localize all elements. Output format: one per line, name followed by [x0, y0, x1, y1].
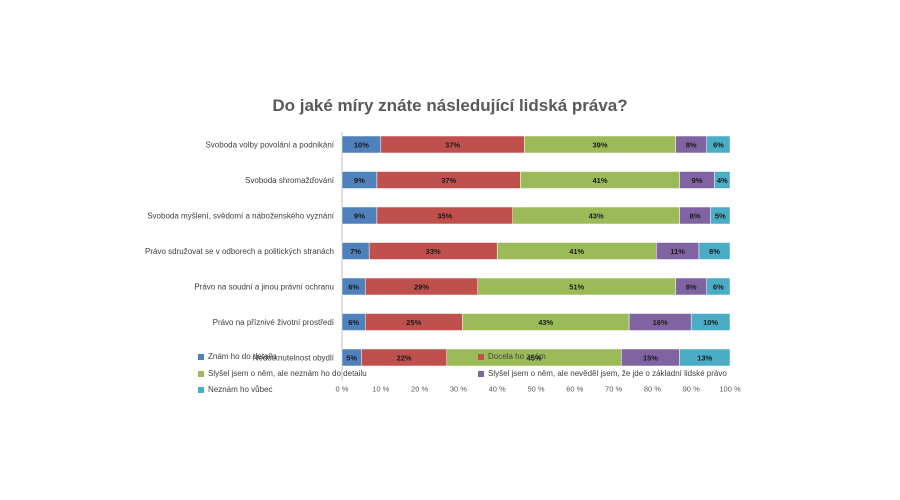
data-label: 6% [348, 283, 359, 292]
bar-segment [679, 348, 731, 367]
legend-item: Docela ho znám [478, 352, 546, 361]
chart-title: Do jaké míry znáte následující lidská pr… [272, 96, 628, 115]
category-label: Svoboda shromažďování [245, 176, 335, 185]
x-tick-label: 10 % [372, 385, 389, 394]
x-tick-label: 100 % [719, 385, 741, 394]
data-label: 43% [589, 212, 604, 221]
data-label: 43% [538, 318, 553, 327]
legend-item: Neznám ho vůbec [198, 385, 272, 394]
category-label: Právo na soudní a jinou právní ochranu [194, 283, 334, 292]
bar-segment [706, 135, 731, 154]
data-label: 22% [397, 354, 412, 363]
data-label: 37% [445, 141, 460, 150]
data-label: 15% [643, 354, 658, 363]
legend-label: Docela ho znám [488, 352, 546, 361]
legend-swatch [198, 386, 204, 393]
data-label: 37% [441, 176, 456, 185]
data-label: 5% [346, 354, 357, 363]
bar-segment [690, 313, 731, 331]
data-label: 33% [426, 247, 441, 256]
bar-segment [710, 206, 731, 225]
data-label: 13% [697, 354, 712, 363]
legend-item: Znám ho do detailu [198, 352, 277, 361]
legend-swatch [478, 370, 484, 377]
data-label: 41% [569, 247, 584, 256]
legend-item: Slyšel jsem o něm, ale neznám ho do deta… [198, 369, 367, 378]
data-label: 41% [593, 176, 608, 185]
data-label: 45% [527, 354, 542, 363]
legend-label: Slyšel jsem o něm, ale neznám ho do deta… [208, 369, 367, 378]
data-label: 8% [686, 141, 697, 150]
x-tick-label: 90 % [683, 385, 700, 394]
data-label: 8% [686, 283, 697, 292]
legend-label: Znám ho do detailu [208, 352, 277, 361]
x-tick-label: 70 % [605, 385, 622, 394]
data-label: 5% [715, 212, 726, 221]
data-label: 8% [690, 212, 701, 221]
legend-swatch [478, 353, 484, 360]
data-label: 6% [713, 283, 724, 292]
category-label: Svoboda myšlení, svědomí a náboženského … [147, 212, 335, 221]
x-tick-label: 50 % [527, 385, 544, 394]
legend-swatch [198, 370, 204, 377]
x-tick-label: 80 % [644, 385, 661, 394]
data-label: 51% [569, 283, 584, 292]
data-label: 16% [653, 318, 668, 327]
bar-segment [698, 242, 731, 260]
x-tick-label: 40 % [489, 385, 506, 394]
data-label: 9% [692, 176, 703, 185]
data-label: 39% [593, 141, 608, 150]
bar-segment [706, 277, 731, 296]
data-label: 6% [348, 318, 359, 327]
bar-segment [714, 171, 731, 189]
data-label: 10% [354, 141, 369, 150]
category-label: Nedotknutelnost obydlí [253, 354, 335, 363]
data-label: 10% [703, 318, 718, 327]
x-tick-label: 20 % [411, 385, 428, 394]
legend-label: Neznám ho vůbec [208, 385, 273, 394]
data-label: 9% [354, 212, 365, 221]
legend-swatch [198, 353, 204, 360]
legend-item: Slyšel jsem o něm, ale nevěděl jsem, že … [478, 369, 727, 378]
x-tick-label: 60 % [566, 385, 583, 394]
data-label: 11% [670, 247, 685, 256]
legend-label: Slyšel jsem o něm, ale nevěděl jsem, že … [488, 369, 727, 378]
data-label: 7% [350, 247, 361, 256]
data-label: 29% [414, 283, 429, 292]
category-label: Právo na příznivé životní prostředí [213, 318, 335, 327]
data-label: 8% [709, 247, 720, 256]
category-label: Svoboda volby povolání a podnikání [205, 141, 334, 150]
category-label: Právo sdružovat se v odborech a politick… [145, 247, 334, 256]
data-label: 4% [717, 176, 728, 185]
x-tick-label: 30 % [450, 385, 467, 394]
data-label: 9% [354, 176, 365, 185]
x-tick-label: 0 % [336, 385, 349, 394]
data-label: 35% [437, 212, 452, 221]
data-label: 25% [406, 318, 421, 327]
data-label: 6% [713, 141, 724, 150]
